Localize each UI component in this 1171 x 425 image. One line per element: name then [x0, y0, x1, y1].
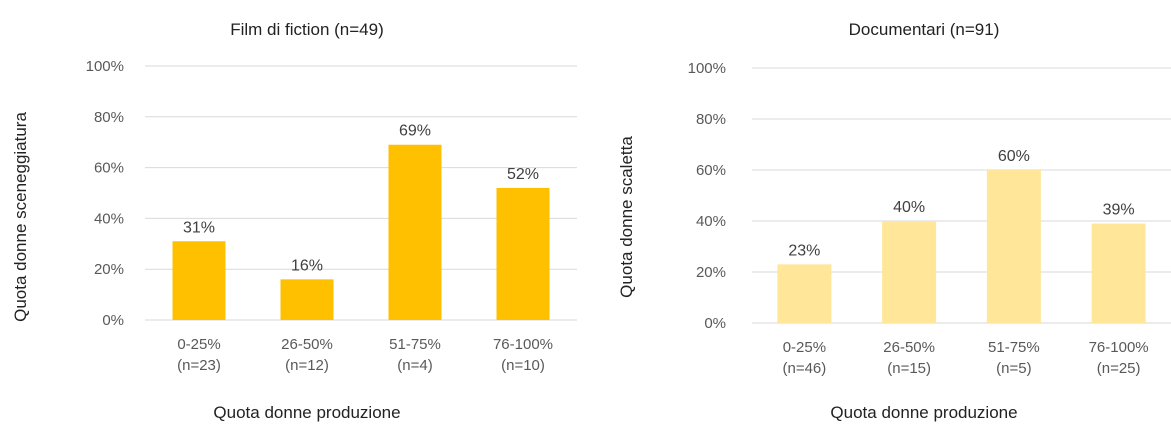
data-label: 60% [998, 148, 1030, 165]
data-label: 31% [183, 219, 215, 236]
data-label: 69% [399, 123, 431, 140]
data-label: 23% [788, 242, 820, 259]
bar [280, 279, 334, 320]
bar [986, 170, 1041, 323]
data-label: 52% [507, 166, 539, 183]
y-tick-label: 100% [688, 60, 726, 77]
x-tick-label: (n=5) [996, 360, 1031, 377]
x-tick-label: 76-100% [1089, 339, 1149, 356]
data-label: 16% [291, 257, 323, 274]
y-tick-label: 80% [696, 111, 726, 128]
bar [172, 241, 226, 320]
y-axis-title: Quota donne sceneggiatura [11, 112, 30, 322]
chart-title: Film di fiction (n=49) [230, 20, 384, 39]
x-tick-label: (n=15) [887, 360, 931, 377]
x-tick-label: (n=25) [1097, 360, 1141, 377]
x-tick-label: (n=12) [285, 357, 329, 374]
data-label: 39% [1103, 202, 1135, 219]
y-tick-label: 20% [94, 261, 124, 278]
bar [388, 144, 442, 320]
x-tick-label: (n=23) [177, 357, 221, 374]
x-tick-label: 0-25% [177, 336, 220, 353]
x-tick-label: 26-50% [281, 336, 333, 353]
y-tick-label: 20% [696, 264, 726, 281]
y-tick-label: 60% [94, 160, 124, 177]
x-axis-title: Quota donne produzione [213, 403, 400, 422]
bar [882, 221, 937, 323]
x-tick-label: (n=46) [782, 360, 826, 377]
data-label: 40% [893, 199, 925, 216]
x-tick-label: 0-25% [783, 339, 826, 356]
chart-documentari: Documentari (n=91) Quota donne produzion… [617, 20, 1171, 422]
x-tick-label: 76-100% [493, 336, 553, 353]
chart-film-di-fiction: Film di fiction (n=49) Quota donne produ… [11, 20, 577, 422]
x-axis-title: Quota donne produzione [830, 403, 1017, 422]
y-tick-label: 80% [94, 109, 124, 126]
bar [1091, 223, 1146, 323]
x-tick-label: 26-50% [883, 339, 935, 356]
y-tick-label: 40% [696, 213, 726, 230]
x-tick-label: (n=10) [501, 357, 545, 374]
chart-title: Documentari (n=91) [849, 20, 1000, 39]
y-tick-label: 0% [102, 312, 124, 329]
x-tick-label: 51-75% [389, 336, 441, 353]
bar [496, 187, 550, 320]
x-tick-label: 51-75% [988, 339, 1040, 356]
y-axis-title: Quota donne scaletta [617, 136, 636, 298]
x-tick-label: (n=4) [397, 357, 432, 374]
y-tick-label: 40% [94, 210, 124, 227]
y-tick-label: 100% [86, 58, 124, 75]
bar [777, 264, 832, 323]
y-tick-label: 0% [704, 315, 726, 332]
y-tick-label: 60% [696, 162, 726, 179]
